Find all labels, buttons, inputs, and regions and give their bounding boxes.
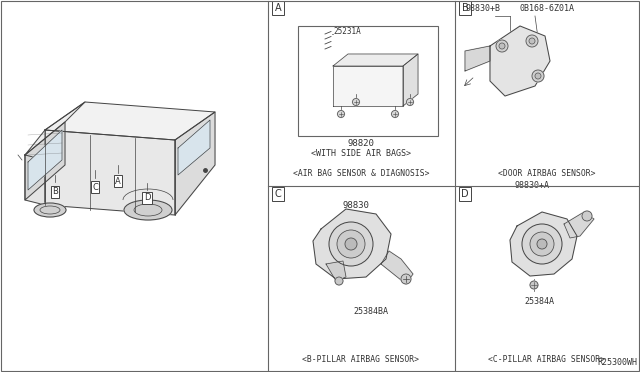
Circle shape xyxy=(526,35,538,47)
Polygon shape xyxy=(28,130,62,190)
Circle shape xyxy=(392,110,399,118)
Polygon shape xyxy=(45,130,175,215)
Polygon shape xyxy=(313,209,391,279)
Circle shape xyxy=(401,274,411,284)
Text: 98830+B: 98830+B xyxy=(465,4,500,13)
Polygon shape xyxy=(403,54,418,106)
Circle shape xyxy=(535,73,541,79)
Text: 98820: 98820 xyxy=(348,139,374,148)
Text: C: C xyxy=(92,183,98,192)
Text: 98830: 98830 xyxy=(342,201,369,210)
Text: <DOOR AIRBAG SENSOR>: <DOOR AIRBAG SENSOR> xyxy=(499,170,596,179)
Polygon shape xyxy=(178,120,210,175)
Polygon shape xyxy=(25,122,65,200)
Circle shape xyxy=(496,40,508,52)
Polygon shape xyxy=(326,261,346,281)
Polygon shape xyxy=(465,46,490,71)
Circle shape xyxy=(537,239,547,249)
Polygon shape xyxy=(381,251,413,284)
Polygon shape xyxy=(564,212,594,238)
Polygon shape xyxy=(333,66,403,106)
Text: A: A xyxy=(275,3,282,13)
Circle shape xyxy=(353,99,360,106)
Text: 98830+A: 98830+A xyxy=(515,181,550,190)
Polygon shape xyxy=(45,102,215,140)
Polygon shape xyxy=(25,155,45,205)
Text: D: D xyxy=(461,189,469,199)
Polygon shape xyxy=(175,112,215,215)
Text: 0B168-6Z01A: 0B168-6Z01A xyxy=(520,4,575,13)
Polygon shape xyxy=(333,54,418,66)
Text: <AIR BAG SENSOR & DIAGNOSIS>: <AIR BAG SENSOR & DIAGNOSIS> xyxy=(292,170,429,179)
Polygon shape xyxy=(510,212,577,276)
Circle shape xyxy=(499,43,505,49)
Text: A: A xyxy=(115,176,121,186)
Text: <C-PILLAR AIRBAG SENSOR>: <C-PILLAR AIRBAG SENSOR> xyxy=(488,356,605,365)
Text: D: D xyxy=(144,193,150,202)
Circle shape xyxy=(530,232,554,256)
Circle shape xyxy=(532,70,544,82)
Circle shape xyxy=(406,99,413,106)
Circle shape xyxy=(329,222,373,266)
Ellipse shape xyxy=(34,203,66,217)
Circle shape xyxy=(337,230,365,258)
Text: 25384BA: 25384BA xyxy=(353,307,388,316)
Circle shape xyxy=(529,38,535,44)
Polygon shape xyxy=(490,26,550,96)
Text: B: B xyxy=(52,187,58,196)
Circle shape xyxy=(530,281,538,289)
Text: 25384A: 25384A xyxy=(524,297,554,306)
Text: <WITH SIDE AIR BAGS>: <WITH SIDE AIR BAGS> xyxy=(311,149,411,158)
Circle shape xyxy=(345,238,357,250)
Ellipse shape xyxy=(124,200,172,220)
Text: B: B xyxy=(461,3,468,13)
Circle shape xyxy=(522,224,562,264)
Bar xyxy=(298,26,438,136)
Text: C: C xyxy=(275,189,282,199)
Text: R25300WH: R25300WH xyxy=(597,358,637,367)
Circle shape xyxy=(582,211,592,221)
Circle shape xyxy=(335,277,343,285)
Text: 25231A: 25231A xyxy=(333,26,361,35)
Circle shape xyxy=(337,110,344,118)
Text: <B-PILLAR AIRBAG SENSOR>: <B-PILLAR AIRBAG SENSOR> xyxy=(303,356,419,365)
Polygon shape xyxy=(25,102,85,155)
